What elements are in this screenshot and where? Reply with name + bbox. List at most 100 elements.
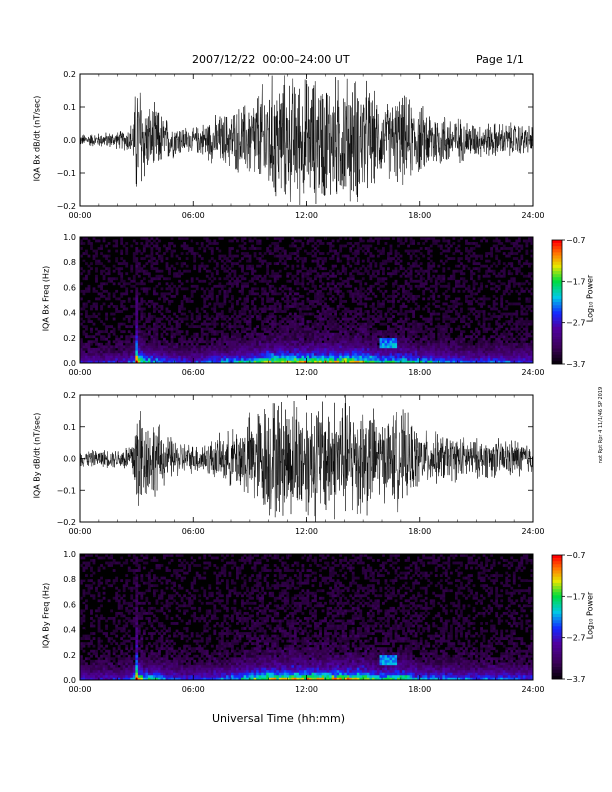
spectrogram-cell <box>233 350 237 354</box>
spectrogram-cell <box>205 345 209 349</box>
spectrogram-cell <box>527 289 531 293</box>
spectrogram-cell <box>480 350 483 354</box>
spectrogram-cell <box>278 322 282 326</box>
spectrogram-cell <box>309 340 312 344</box>
spectrogram-cell <box>329 317 332 321</box>
spectrogram-cell <box>122 300 126 303</box>
spectrogram-cell <box>409 335 413 339</box>
spectrogram-cell <box>339 302 343 306</box>
spectrogram-cell <box>135 342 139 346</box>
spectrogram-cell <box>152 244 156 248</box>
spectrogram-cell <box>137 335 141 339</box>
spectrogram-cell <box>507 247 511 250</box>
spectrogram-cell <box>354 315 358 318</box>
spectrogram-cell <box>223 327 227 331</box>
spectrogram-cell <box>147 312 151 316</box>
spectrogram-cell <box>482 320 486 323</box>
spectrogram-cell <box>241 355 244 359</box>
spectrogram-cell <box>356 269 360 273</box>
spectrogram-cell <box>175 352 179 356</box>
spectrogram-cell <box>286 287 290 291</box>
spectrogram-cell <box>125 292 129 296</box>
spectrogram-cell <box>253 357 257 361</box>
spectrogram-cell <box>349 355 353 359</box>
spectrogram-cell <box>472 259 476 263</box>
spectrogram-cell <box>298 327 302 331</box>
spectrogram-cell <box>349 294 353 298</box>
spectrogram-cell <box>490 252 494 255</box>
spectrogram-cell <box>475 242 478 245</box>
spectrogram-cell <box>276 355 280 359</box>
spectrogram-cell <box>490 350 494 354</box>
spectrogram-cell <box>276 322 280 326</box>
spectrogram-cell <box>168 302 171 306</box>
spectrogram-cell <box>336 337 340 341</box>
spectrogram-cell <box>487 357 491 361</box>
spectrogram-cell <box>188 337 192 341</box>
spectrogram-cell <box>331 274 335 278</box>
spectrogram-cell <box>356 297 360 301</box>
spectrogram-cell <box>210 337 214 341</box>
spectrogram-cell <box>314 342 317 346</box>
spectrogram-cell <box>351 360 355 364</box>
spectrogram-cell <box>152 289 156 293</box>
spectrogram-cell <box>316 350 320 354</box>
spectrogram-cell <box>346 347 350 351</box>
spectrogram-cell <box>462 360 466 364</box>
spectrogram-cell <box>512 244 516 248</box>
spectrogram-cell <box>286 307 290 311</box>
spectrogram-cell <box>530 320 534 323</box>
spectrogram-cell <box>303 357 307 361</box>
spectrogram-cell <box>301 279 305 283</box>
spectrogram-cell <box>200 279 204 283</box>
spectrogram-cell <box>359 322 363 326</box>
spectrogram-cell <box>97 262 101 266</box>
spectrogram-cell <box>462 330 466 334</box>
spectrogram-cell <box>200 340 204 344</box>
spectrogram-cell <box>188 347 192 351</box>
spectrogram-cell <box>117 327 121 331</box>
spectrogram-cell <box>384 289 388 293</box>
spectrogram-cell <box>97 317 101 321</box>
spectrogram-cell <box>311 305 315 308</box>
spectrogram-cell <box>366 292 370 296</box>
spectrogram-cell <box>100 282 103 286</box>
spectrogram-cell <box>397 335 400 339</box>
spectrogram-cell <box>382 340 385 344</box>
spectrogram-cell <box>140 350 144 354</box>
spectrogram-cell <box>256 357 259 361</box>
spectrogram-cell <box>369 264 373 268</box>
spectrogram-cell <box>220 284 224 288</box>
spectrogram-cell <box>407 267 410 271</box>
spectrogram-cell <box>122 352 126 356</box>
spectrogram-cell <box>243 305 247 308</box>
spectrogram-cell <box>515 252 519 255</box>
spectrogram-cell <box>236 317 239 321</box>
spectrogram-cell <box>414 340 418 344</box>
spectrogram-cell <box>447 342 451 346</box>
spectrogram-cell <box>354 357 358 361</box>
spectrogram-cell <box>382 292 385 296</box>
spectrogram-cell <box>243 360 247 364</box>
spectrogram-cell <box>278 274 282 278</box>
spectrogram-cell <box>160 355 164 359</box>
spectrogram-cell <box>102 237 106 240</box>
spectrogram-cell <box>454 269 458 273</box>
spectrogram-cell <box>321 320 325 323</box>
spectrogram-cell <box>437 274 441 278</box>
spectrogram-cell <box>256 342 259 346</box>
spectrogram-cell <box>472 292 476 296</box>
spectrogram-cell <box>125 335 129 339</box>
spectrogram-cell <box>253 355 257 359</box>
spectrogram-cell <box>414 279 418 283</box>
spectrogram-cell <box>314 284 317 288</box>
spectrogram-cell <box>522 340 526 344</box>
spectrogram-cell <box>175 350 179 354</box>
spectrogram-cell <box>180 337 184 341</box>
spectrogram-cell <box>477 262 481 266</box>
spectrogram-cell <box>507 254 511 258</box>
spectrogram-cell <box>142 257 146 260</box>
spectrogram-cell <box>432 357 436 361</box>
spectrogram-cell <box>271 297 275 301</box>
spectrogram-cell <box>241 310 244 313</box>
